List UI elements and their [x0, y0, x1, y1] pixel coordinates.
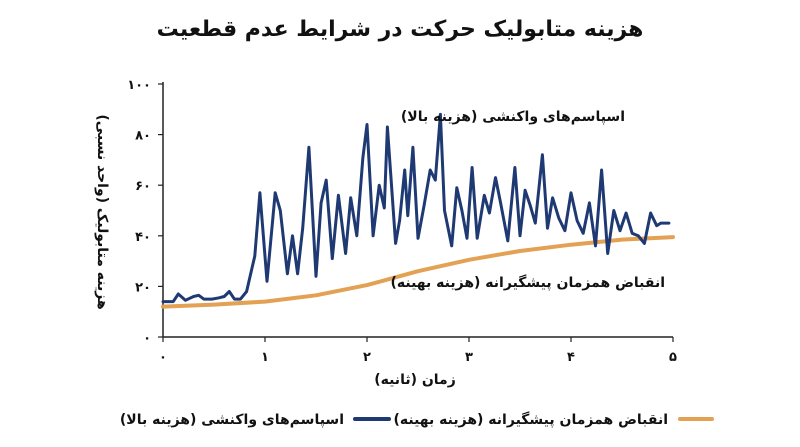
x-tick-label: ۴	[567, 350, 575, 365]
legend: اسپاسم‌های واکنشی (هزینه بالا) انقباض هم…	[120, 411, 714, 428]
x-tick-label: ۵	[669, 350, 677, 365]
y-tick-label: ۴۰	[135, 230, 151, 245]
x-tick-label: ۰	[159, 350, 167, 365]
y-tick-label: ۰	[143, 331, 151, 346]
x-axis-label: زمان (ثانیه)	[374, 372, 456, 388]
chart-title: هزینه متابولیک حرکت در شرایط عدم قطعیت	[157, 17, 644, 42]
legend-label-reactive-spasms: اسپاسم‌های واکنشی (هزینه بالا)	[120, 412, 344, 428]
y-tick-label: ۶۰	[135, 179, 151, 194]
annotation-preemptive-cocontraction: انقباض همزمان پیشگیرانه (هزینه بهینه)	[390, 274, 665, 291]
annotation-reactive-spasms: اسپاسم‌های واکنشی (هزینه بالا)	[401, 109, 625, 125]
series-line-reactive-spasms	[161, 112, 671, 304]
y-tick-label: ۸۰	[135, 129, 151, 144]
y-tick-label: ۲۰	[135, 280, 151, 295]
legend-label-preemptive-cocontraction: انقباض همزمان پیشگیرانه (هزینه بهینه)	[393, 411, 668, 428]
axes: ۰ ۲۰ ۴۰ ۶۰ ۸۰ ۱۰۰ ۰ ۱ ۲ ۳ ۴ ۵	[127, 78, 677, 365]
y-tick-label: ۱۰۰	[127, 78, 151, 93]
x-tick-label: ۱	[261, 350, 269, 365]
x-tick-label: ۲	[363, 350, 371, 365]
series-line-preemptive-cocontraction	[161, 235, 675, 309]
series-layer	[161, 112, 675, 309]
y-axis-label: هزینه متابولیک (واحد نسبی)	[94, 114, 110, 309]
x-tick-label: ۳	[465, 350, 473, 365]
